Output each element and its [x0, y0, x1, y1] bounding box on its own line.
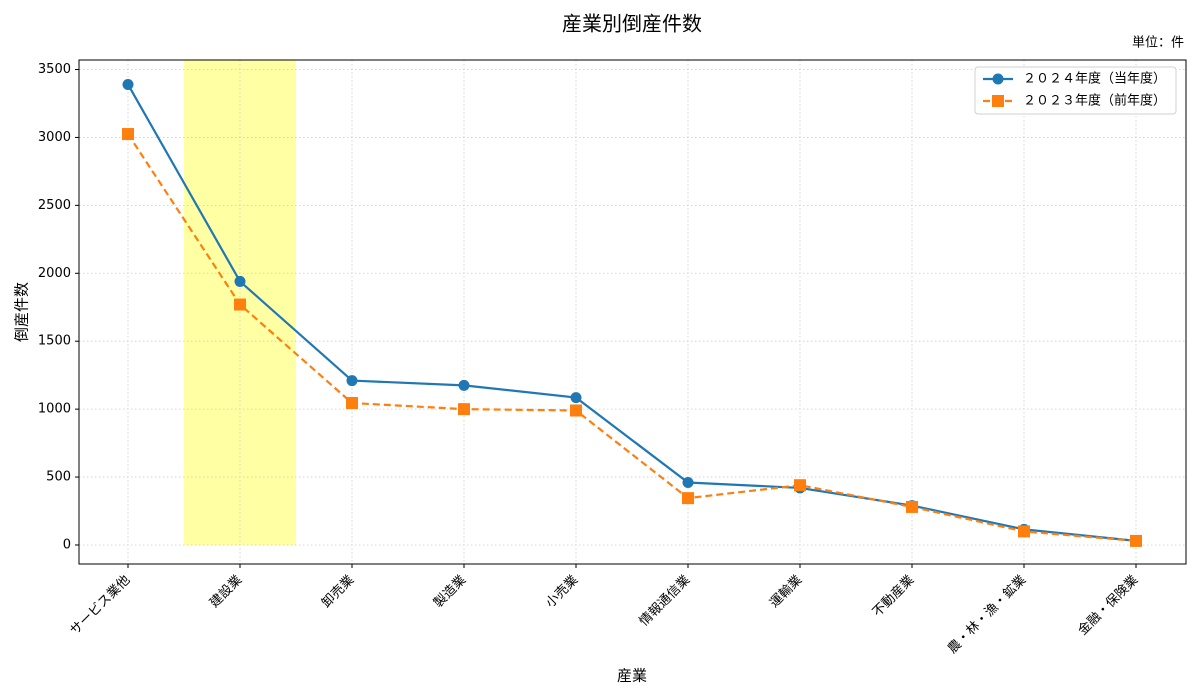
marker [906, 500, 918, 513]
y-tick-label: 1000 [38, 402, 71, 417]
marker [794, 479, 806, 492]
y-tick-label: 1500 [38, 334, 71, 349]
x-tick-label: 農・林・漁・鉱業 [944, 572, 1029, 657]
marker [122, 128, 134, 141]
marker [570, 392, 582, 404]
x-tick-label: 製造業 [430, 572, 469, 611]
legend-label: ２０２３年度（前年度） [1023, 93, 1166, 109]
x-tick-label: サービス業他 [67, 572, 133, 638]
x-tick-label: 運輸業 [766, 572, 805, 611]
y-tick-label: 0 [63, 537, 71, 552]
legend-marker [992, 95, 1004, 107]
legend-label: ２０２４年度（当年度） [1023, 71, 1166, 87]
marker [234, 275, 246, 287]
y-tick-label: 2500 [38, 198, 71, 213]
marker [1130, 534, 1142, 547]
x-tick-label: 情報通信業 [636, 572, 693, 629]
marker [346, 397, 358, 410]
marker [1018, 525, 1030, 538]
plot-frame [78, 59, 1187, 565]
y-tick-label: 3500 [38, 62, 71, 77]
marker [346, 375, 358, 387]
legend-box [974, 66, 1177, 115]
marker [458, 379, 470, 391]
marker [122, 78, 134, 90]
y-tick-label: 2000 [38, 266, 71, 281]
x-tick-label: 不動産業 [869, 572, 917, 620]
chart-title: 産業別倒産件数 [562, 12, 702, 36]
marker [570, 404, 582, 417]
legend-marker [992, 73, 1004, 85]
y-axis-label: 倒産件数 [13, 282, 31, 342]
marker [682, 476, 694, 488]
x-axis-label: 産業 [617, 667, 647, 685]
legend: ２０２４年度（当年度） ２０２３年度（前年度） [974, 66, 1177, 115]
marker [682, 492, 694, 505]
marker [458, 403, 470, 416]
y-tick-label: 3000 [38, 130, 71, 145]
x-tick-label: 金融・保険業 [1075, 572, 1141, 638]
x-tick-label: 小売業 [542, 572, 581, 611]
x-tick-label: 卸売業 [318, 572, 357, 611]
marker [234, 298, 246, 311]
unit-note: 単位：件 [1132, 35, 1184, 51]
series-line [127, 133, 1137, 543]
series-line [127, 83, 1137, 543]
y-tick-label: 500 [46, 470, 71, 485]
x-tick-label: 建設業 [206, 572, 245, 611]
